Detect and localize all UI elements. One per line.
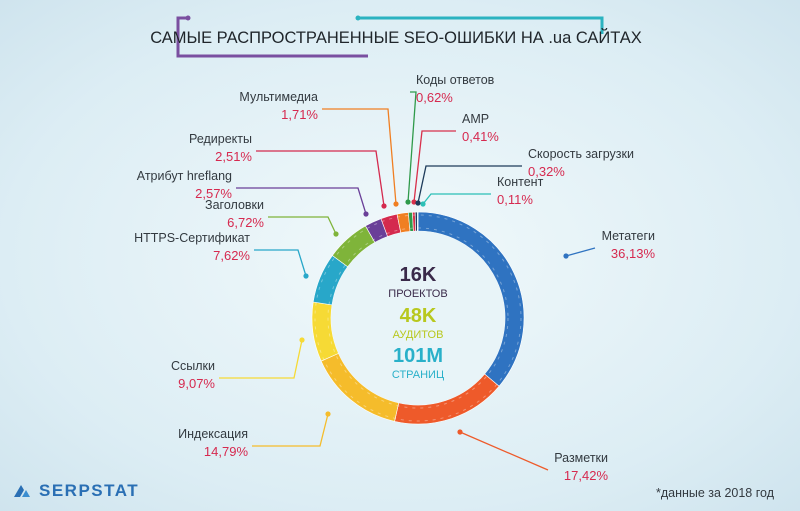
callout: Индексация 14,79% bbox=[178, 411, 331, 459]
slice-label: Мультимедиа bbox=[239, 90, 318, 104]
leader-line bbox=[417, 165, 522, 204]
leader-dot bbox=[393, 201, 399, 207]
title-frame-dot bbox=[185, 15, 191, 21]
projects-label: ПРОЕКТОВ bbox=[388, 288, 447, 300]
slice-value-label: 9,07% bbox=[178, 376, 215, 391]
slice-label: Разметки bbox=[554, 451, 608, 465]
donut-chart bbox=[311, 211, 525, 425]
slice-label: Индексация bbox=[178, 427, 248, 441]
callout: Контент 0,11% bbox=[420, 175, 544, 207]
callout: Скорость загрузки 0,32% bbox=[415, 147, 634, 206]
slice-label: Скорость загрузки bbox=[528, 147, 634, 161]
slice-label: Атрибут hreflang bbox=[137, 169, 232, 183]
slice-label: Метатеги bbox=[602, 229, 655, 243]
title-frame: САМЫЕ РАСПРОСТРАНЕННЫЕ SEO-ОШИБКИ НА .ua… bbox=[150, 15, 642, 58]
slice-value-label: 7,62% bbox=[213, 248, 250, 263]
leader-dot bbox=[405, 199, 411, 205]
leader-dot bbox=[333, 231, 339, 237]
leader-line bbox=[268, 216, 337, 235]
callout: Редиректы 2,51% bbox=[189, 132, 387, 209]
callout: Атрибут hreflang 2,57% bbox=[137, 169, 369, 217]
slice-value-label: 14,79% bbox=[204, 444, 249, 459]
leader-dot bbox=[381, 203, 387, 209]
leader-line bbox=[219, 339, 303, 379]
title-frame-dot bbox=[355, 15, 361, 21]
leader-line bbox=[236, 187, 367, 215]
slice-value-label: 36,13% bbox=[611, 246, 656, 261]
slice-value-label: 0,41% bbox=[462, 129, 499, 144]
callout: Ссылки 9,07% bbox=[171, 337, 305, 391]
pages-label: СТРАНИЦ bbox=[392, 369, 444, 381]
title-frame-right bbox=[358, 16, 604, 34]
leader-line bbox=[459, 431, 549, 471]
leader-dot bbox=[415, 200, 421, 206]
slice-value-label: 17,42% bbox=[564, 468, 609, 483]
leader-line bbox=[252, 413, 329, 447]
leader-dot bbox=[303, 273, 309, 279]
slice-value-label: 0,32% bbox=[528, 164, 565, 179]
slice-value-label: 6,72% bbox=[227, 215, 264, 230]
logo-text: SERPSTAT bbox=[39, 481, 140, 500]
slice-value-label: 0,11% bbox=[497, 192, 533, 207]
slice-value-label: 0,62% bbox=[416, 90, 453, 105]
slice-label: AMP bbox=[462, 112, 489, 126]
leader-dot bbox=[563, 253, 569, 259]
serpstat-logo: SERPSTAT bbox=[12, 481, 139, 501]
slice-label: Заголовки bbox=[205, 198, 264, 212]
leader-line bbox=[407, 91, 417, 203]
callout: AMP 0,41% bbox=[411, 112, 499, 205]
slice-label: HTTPS-Сертификат bbox=[134, 231, 250, 245]
leader-dot bbox=[411, 199, 417, 205]
callout: HTTPS-Сертификат 7,62% bbox=[134, 231, 309, 279]
pages-value: 101M bbox=[393, 345, 443, 367]
center-stats: 16K ПРОЕКТОВ 48K АУДИТОВ 101M СТРАНИЦ bbox=[388, 264, 447, 381]
slice-value-label: 2,57% bbox=[195, 186, 232, 201]
leader-line bbox=[322, 108, 397, 205]
slice-label: Ссылки bbox=[171, 359, 215, 373]
callout: Разметки 17,42% bbox=[457, 429, 608, 483]
audits-value: 48K bbox=[400, 305, 437, 327]
chart-title: САМЫЕ РАСПРОСТРАНЕННЫЕ SEO-ОШИБКИ НА .ua… bbox=[150, 28, 642, 47]
leader-dot bbox=[325, 411, 331, 417]
leader-dot bbox=[420, 201, 426, 207]
leader-line bbox=[413, 130, 456, 203]
projects-value: 16K bbox=[400, 264, 437, 286]
leader-line bbox=[565, 247, 596, 257]
leader-line bbox=[254, 249, 307, 277]
slice-value-label: 1,71% bbox=[281, 107, 318, 122]
donut-slice bbox=[416, 211, 419, 232]
leader-dot bbox=[363, 211, 369, 217]
callout: Мультимедиа 1,71% bbox=[239, 90, 399, 207]
donut-texture bbox=[314, 214, 522, 422]
audits-label: АУДИТОВ bbox=[393, 329, 444, 341]
leader-dot bbox=[457, 429, 463, 435]
callouts: Метатеги 36,13% Разметки 17,42% Индексация 14… bbox=[134, 73, 655, 483]
donut-hole bbox=[331, 231, 505, 405]
leader-line bbox=[422, 193, 491, 205]
slice-value-label: 2,51% bbox=[215, 149, 252, 164]
serpstat-logo-icon bbox=[14, 485, 30, 497]
slice-label: Коды ответов bbox=[416, 73, 495, 87]
leader-dot bbox=[299, 337, 305, 343]
callout: Заголовки 6,72% bbox=[205, 198, 339, 237]
leader-line bbox=[256, 150, 385, 207]
title-frame-left bbox=[176, 16, 368, 58]
callout: Метатеги 36,13% bbox=[563, 229, 655, 261]
footnote: *данные за 2018 год bbox=[655, 486, 774, 500]
slice-label: Редиректы bbox=[189, 132, 252, 146]
slice-label: Контент bbox=[497, 175, 544, 189]
callout: Коды ответов 0,62% bbox=[405, 73, 495, 205]
donut-texture bbox=[327, 227, 509, 409]
